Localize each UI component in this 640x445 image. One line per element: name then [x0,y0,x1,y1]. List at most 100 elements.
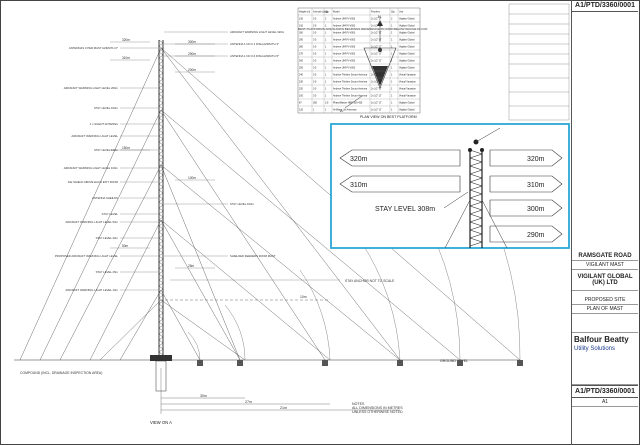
table-cell: 1 [391,109,393,112]
table-cell: Hi-Wave Lift Antennas [333,109,357,112]
table-header-cell: Qty [391,11,396,14]
table-cell: 0.5 [313,88,317,91]
mast-label-left: ANTENNAS 3 PER MAST AZIMUTH 0° [69,46,118,50]
company-logo: Balfour Beatty [574,335,629,344]
detail-320-left: 320m [350,156,368,163]
dim-25: 25m [188,264,195,268]
table-cell: Vigilant Global [399,60,415,63]
north-arrow-label: N [378,14,381,19]
table-cell: 2x 1/2" LT [371,25,382,28]
drawing-title-1: PROPOSED SITE [572,291,638,305]
table-cell: 1 [391,25,393,28]
mast-label-left: ANTENNA SHEILDS [92,196,118,200]
plan-label: PLAN VIEW ON BEST PLATFORM [360,115,417,119]
ref-dim: 10m [300,295,307,299]
dim-290: 290m [188,52,196,56]
site-name: RAMSGATE ROAD [572,252,638,261]
dim-50: 50m [122,244,129,248]
mast-label-left: AIRCRAFT WARNING LIGHT LEVEL 100m [64,166,119,170]
table-cell: 2x 1/2" LT [371,95,382,98]
table-cell: 1 [313,109,315,112]
anchor-blocks [197,360,523,366]
table-cell: 2 [325,18,327,21]
table-header-cell: Height (m) [299,11,310,14]
mast-label-left: STAY LEVEL 120m [94,148,119,152]
table-cell: 1 [391,53,393,56]
mast-label-left: STAY LEVEL 30m [96,236,119,240]
table-cell: 220 [299,88,304,91]
table-header-cell: Use [399,11,404,14]
table-header-cell: Azimuth (deg) [313,11,328,14]
table-cell: 1 [325,39,327,42]
compound-label: COMPOUND (INCL. DRAINAGE INSPECTION AREA… [20,371,102,375]
table-cell: 100 [299,95,304,98]
table-cell: 2x 1/2" LT [371,46,382,49]
table-cell: Vigilant Global [399,46,415,49]
dim-27: 27m [245,400,252,404]
antenna-table: Height (m) Azimuth (deg)Qty Model Feeders Qt… [297,7,421,114]
detail-310-left: 310m [350,182,368,189]
table-cell: 2x 1/2" LT [371,53,382,56]
mast-foundation [150,355,172,361]
table-cell: 0.5 [313,46,317,49]
view-label: VIEW ON A [150,420,172,425]
mast-label-left: AIRCRAFT WARNING LIGHT LEVEL 50m [65,220,118,224]
mast-label-left: 1 x SILENT ANTENNA [90,122,118,126]
table-cell: 1 [325,53,327,56]
table-header-cell: Model [333,11,340,14]
dim-150: 150m [122,146,130,150]
table-cell: Virtual Vanatron [399,95,417,98]
table-cell: 230 [299,81,304,84]
table-cell: Andrew UHF/V-V003 [333,25,356,28]
table-cell: 2x 1/2" LT [371,102,382,105]
table-cell: Vigilant Global [399,25,415,28]
table-cell: 240 [299,74,304,77]
detail-300: 300m [527,206,545,213]
table-cell: 270 [299,53,304,56]
table-cell: 300 [299,32,304,35]
table-cell: 1 [391,32,393,35]
notes-block: NOTES ALL DIMENSIONS IN METRES UNLESS OT… [352,402,512,415]
table-cell: 0.5 [313,67,317,70]
table-cell: Vigilant Global [399,102,415,105]
table-cell: 0.5 [313,60,317,63]
table-cell: 0.5 [313,74,317,77]
dim-310: 310m [122,56,130,60]
table-cell: 1 [391,60,393,63]
table-cell: 0.5 [313,39,317,42]
note-2: UNLESS OTHERWISE NOTED [352,410,403,415]
ground-label: GROUND LEVEL [440,359,468,363]
table-cell: 250 [299,67,304,70]
dim-21: 21m [280,406,287,410]
note-1: ALL DIMENSIONS IN METRES [352,406,403,411]
height-dimension-lines [110,41,215,269]
table-cell: 1 [325,81,327,84]
mast-label-left: ICE SHIELD ABOVE EACH EXIT FROM [68,180,119,184]
table-cell: 310 [299,25,304,28]
table-cell: 2x 1/2" LT [371,67,382,70]
mast-label-left: AIRCRAFT WARNING LIGHT LEVEL [71,134,118,138]
title-block: A1/PTD/3360/0001 RAMSGATE ROAD VIGILANT … [571,0,638,445]
mast-label-right: ANTENNA 1 NO 0.6 DISH AZIMUTH 5° [230,54,279,58]
detail-290: 290m [527,232,545,239]
mast-label-left: STAY LEVEL [102,212,119,216]
table-header-cell: Qty [325,11,330,14]
table-cell: 2x 1/2" LT [371,32,382,35]
table-cell: Andrew UHF/V-V003 [333,39,356,42]
table-cell: Virtual Vanatron [399,74,417,77]
mast-label-right: STAY LEVEL 160m [230,202,255,206]
table-cell: Andrew Thinline Sector Antenna [333,95,368,98]
table-cell: 1 [325,74,327,77]
table-cell: 0.5 [313,25,317,28]
table-cell: 310 [299,18,304,21]
table-cell: Andrew Thinline Sector Antenna [333,74,368,77]
table-cell: 2 [391,18,393,21]
table-cell: 1 [325,25,327,28]
dim-30: 30m [200,394,207,398]
table-cell: 0.5 [313,81,317,84]
mast-label-right: SHIELDED FEEDERS FROM MAST [230,254,276,258]
plan-arrow-a: A [340,108,343,113]
title-block-spacer [572,12,638,252]
table-cell: 1 [391,39,393,42]
